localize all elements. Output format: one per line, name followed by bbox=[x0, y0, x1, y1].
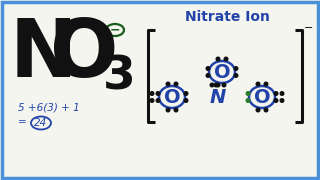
Circle shape bbox=[166, 108, 170, 112]
Circle shape bbox=[246, 92, 250, 95]
Circle shape bbox=[184, 99, 188, 102]
Circle shape bbox=[256, 108, 260, 112]
Circle shape bbox=[264, 108, 268, 112]
Text: =: = bbox=[18, 117, 27, 127]
Text: N: N bbox=[210, 87, 226, 107]
Circle shape bbox=[216, 57, 220, 61]
Circle shape bbox=[150, 99, 154, 102]
Text: O: O bbox=[214, 62, 230, 82]
Circle shape bbox=[156, 99, 160, 102]
Circle shape bbox=[274, 92, 278, 95]
Circle shape bbox=[150, 92, 154, 95]
Circle shape bbox=[174, 108, 178, 112]
Text: 3: 3 bbox=[103, 55, 136, 100]
Circle shape bbox=[174, 82, 178, 86]
Circle shape bbox=[156, 92, 160, 95]
Circle shape bbox=[206, 74, 210, 77]
Text: O: O bbox=[50, 16, 118, 94]
Text: O: O bbox=[164, 87, 180, 107]
Circle shape bbox=[280, 99, 284, 102]
Text: 24: 24 bbox=[34, 118, 48, 128]
Circle shape bbox=[206, 67, 210, 70]
Circle shape bbox=[224, 57, 228, 61]
Circle shape bbox=[214, 83, 218, 87]
Circle shape bbox=[222, 83, 226, 87]
Circle shape bbox=[184, 92, 188, 95]
Circle shape bbox=[210, 83, 214, 87]
Circle shape bbox=[280, 92, 284, 95]
Text: Nitrate Ion: Nitrate Ion bbox=[185, 10, 269, 24]
Circle shape bbox=[234, 74, 238, 77]
Circle shape bbox=[274, 99, 278, 102]
Text: N: N bbox=[10, 16, 77, 94]
Text: 5 +6(3) + 1: 5 +6(3) + 1 bbox=[18, 102, 80, 112]
Circle shape bbox=[264, 82, 268, 86]
Circle shape bbox=[246, 99, 250, 102]
Text: −: − bbox=[304, 23, 313, 33]
Circle shape bbox=[166, 82, 170, 86]
Text: −: − bbox=[110, 24, 120, 37]
Circle shape bbox=[234, 67, 238, 70]
Text: O: O bbox=[254, 87, 270, 107]
Circle shape bbox=[216, 83, 220, 87]
Circle shape bbox=[256, 82, 260, 86]
